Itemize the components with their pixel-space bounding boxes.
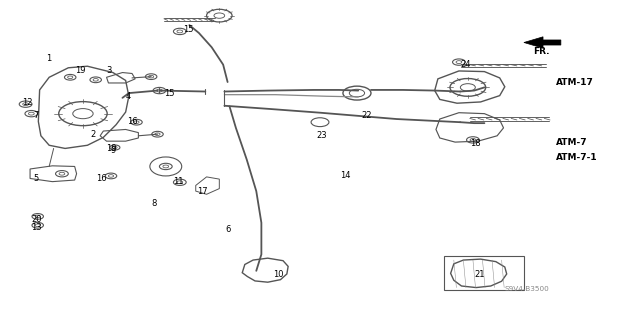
- Text: 17: 17: [197, 187, 207, 196]
- Text: 15: 15: [164, 89, 174, 98]
- Text: 11: 11: [173, 177, 184, 186]
- Text: ATM-7-1: ATM-7-1: [556, 153, 597, 162]
- Text: 15: 15: [183, 25, 193, 34]
- Text: 22: 22: [362, 111, 372, 120]
- Text: ATM-7: ATM-7: [556, 137, 588, 147]
- Text: 10: 10: [273, 271, 284, 279]
- Text: ATM-17: ATM-17: [556, 78, 594, 86]
- Text: 16: 16: [96, 174, 106, 183]
- Text: 4: 4: [125, 92, 131, 101]
- Text: 2: 2: [91, 130, 96, 139]
- Polygon shape: [524, 37, 561, 48]
- Text: 6: 6: [225, 225, 230, 234]
- Text: 8: 8: [152, 199, 157, 208]
- Circle shape: [311, 118, 329, 127]
- Text: 3: 3: [106, 66, 112, 76]
- Text: 21: 21: [474, 271, 484, 279]
- Text: 7: 7: [34, 111, 39, 120]
- Text: 24: 24: [460, 60, 470, 69]
- Circle shape: [343, 86, 371, 100]
- Text: 5: 5: [34, 174, 39, 183]
- Text: 1: 1: [47, 54, 52, 63]
- Text: S9V4-B3500: S9V4-B3500: [505, 286, 550, 292]
- Text: 13: 13: [31, 223, 42, 232]
- Text: 18: 18: [470, 139, 481, 148]
- Text: 19: 19: [75, 66, 85, 76]
- Text: 23: 23: [317, 131, 328, 140]
- Text: 16: 16: [127, 117, 138, 126]
- Text: 14: 14: [340, 171, 351, 180]
- Text: FR.: FR.: [534, 48, 550, 56]
- Text: 9: 9: [110, 145, 116, 154]
- Text: 12: 12: [22, 98, 32, 107]
- Text: 20: 20: [31, 215, 42, 224]
- Text: 19: 19: [106, 144, 117, 153]
